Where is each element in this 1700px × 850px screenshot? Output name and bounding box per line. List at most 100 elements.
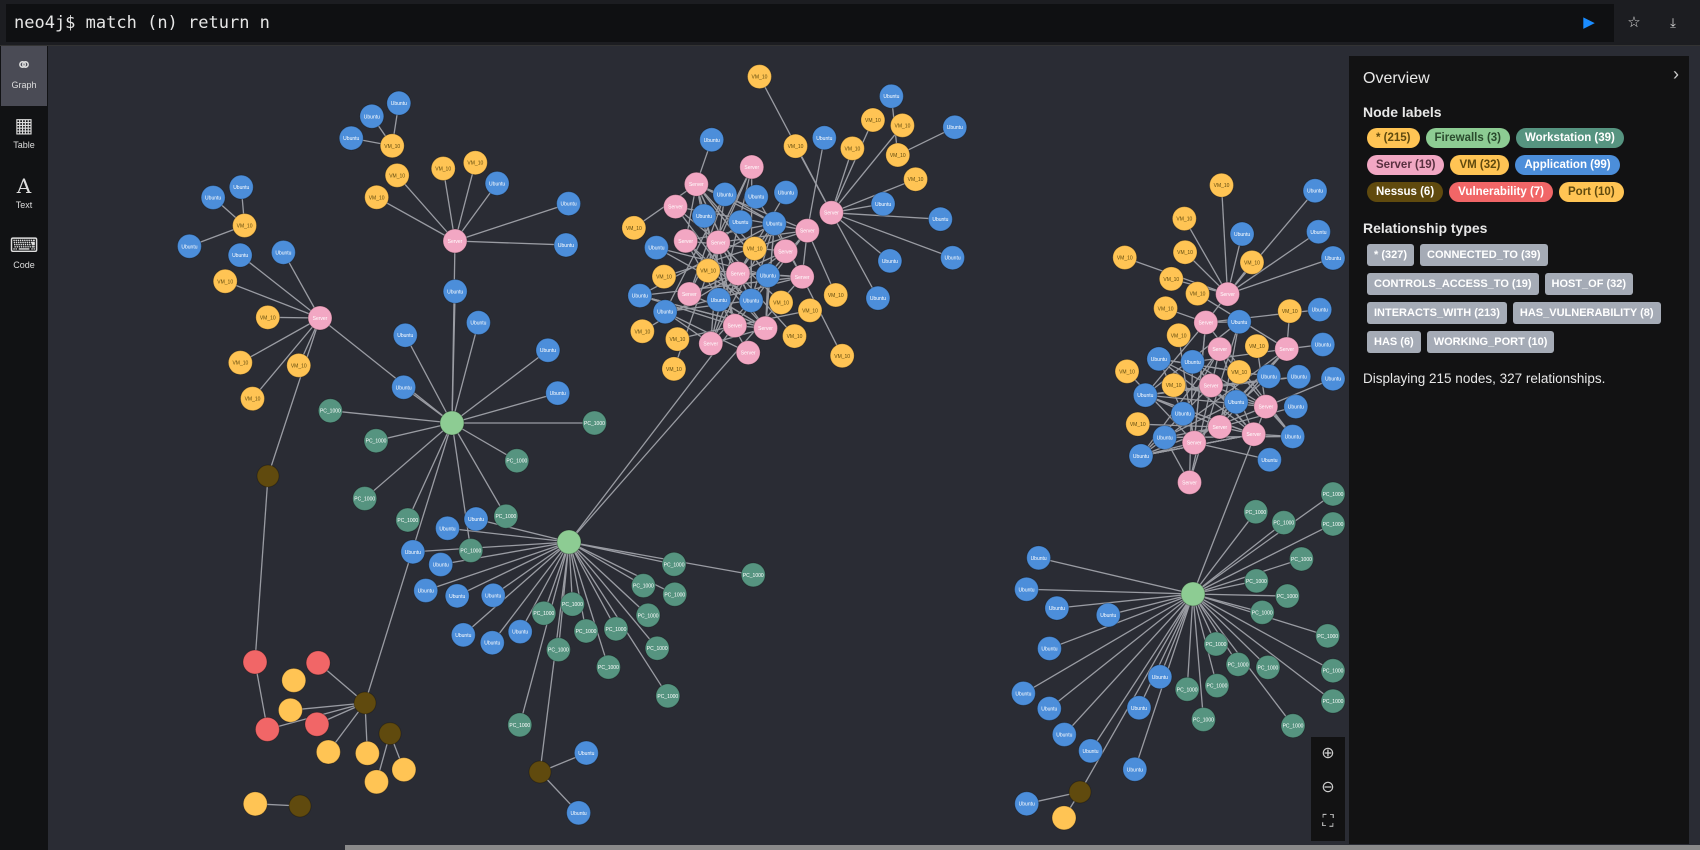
node-vm[interactable]: VM_10 [364, 184, 390, 210]
relationship-line[interactable] [1186, 593, 1194, 690]
relationship-type-chip[interactable]: HAS_VULNERABILITY (8) [1512, 302, 1661, 324]
node-workstation[interactable]: PC_1000 [1320, 688, 1346, 714]
graph-canvas[interactable]: PC_1000 PC_1000 PC_1000 PC_1000 PC_1000 PC_10… [48, 46, 1700, 850]
relationship-line[interactable] [568, 541, 644, 587]
download-button[interactable]: ⤓ [1660, 10, 1686, 36]
node-workstation[interactable]: PC_1000 [395, 507, 421, 533]
fit-button[interactable]: ⛶ [1311, 805, 1345, 839]
relationship-line[interactable] [1192, 593, 1205, 720]
relationship-line[interactable] [1219, 405, 1296, 428]
relationship-line[interactable] [1192, 511, 1257, 595]
node-application[interactable]: Ubuntu [338, 125, 364, 151]
relationship-line[interactable] [1192, 348, 1287, 363]
node-workstation[interactable]: PC_1000 [559, 591, 585, 617]
node-vm[interactable]: VM_10 [621, 215, 647, 241]
node-nessus[interactable] [528, 760, 552, 784]
node-vm[interactable]: VM_10 [430, 156, 456, 182]
relationship-line[interactable] [224, 280, 321, 319]
node-workstation[interactable]: PC_1000 [531, 600, 557, 626]
node-application[interactable]: Ubuntu [392, 322, 418, 348]
relationship-line[interactable] [1188, 348, 1221, 483]
node-application[interactable]: Ubuntu [865, 285, 891, 311]
relationship-line[interactable] [239, 254, 321, 319]
node-application[interactable]: Ubuntu [1026, 545, 1052, 571]
relationship-type-chip[interactable]: HOST_OF (32) [1544, 273, 1634, 295]
node-label-chip[interactable]: VM (32) [1450, 155, 1510, 175]
node-application[interactable]: Ubuntu [359, 103, 385, 129]
relationship-line[interactable] [737, 273, 795, 337]
node-server[interactable]: Server [722, 313, 748, 339]
node-workstation[interactable]: PC_1000 [1315, 623, 1341, 649]
node-workstation[interactable]: PC_1000 [1320, 511, 1346, 537]
node-server[interactable]: Server [676, 281, 702, 307]
node-vm[interactable]: VM_10 [903, 166, 929, 192]
relationship-line[interactable] [685, 240, 767, 329]
node-vm[interactable]: VM_10 [384, 162, 410, 188]
favorite-button[interactable]: ☆ [1621, 10, 1647, 36]
node-vm[interactable]: VM_10 [783, 133, 809, 159]
node-workstation[interactable]: PC_1000 [661, 551, 687, 577]
node-vm[interactable]: VM_10 [829, 343, 855, 369]
node-application[interactable]: Ubuntu [450, 622, 476, 648]
node-vm[interactable]: VM_10 [462, 150, 488, 176]
node-vm[interactable]: VM_10 [839, 135, 865, 161]
relationship-line[interactable] [451, 349, 549, 424]
node-application[interactable]: Ubuntu [878, 83, 904, 109]
relationship-line[interactable] [568, 541, 610, 668]
node-server[interactable]: Server [663, 194, 689, 220]
node-vm[interactable]: VM_10 [1125, 411, 1151, 437]
node-label-chip[interactable]: Firewalls (3) [1425, 128, 1510, 148]
relationship-line[interactable] [330, 410, 453, 424]
relationship-line[interactable] [1205, 308, 1320, 324]
node-server[interactable]: Server [753, 315, 779, 341]
sidebar-item-table[interactable]: ▦ Table [1, 106, 47, 166]
node-application[interactable]: Ubuntu [627, 283, 653, 309]
relationship-line[interactable] [1056, 593, 1194, 609]
node-vm[interactable]: VM_10 [768, 289, 794, 315]
node-vm[interactable]: VM_10 [227, 350, 253, 376]
node-application[interactable]: Ubuntu [566, 800, 592, 826]
node-workstation[interactable]: PC_1000 [635, 602, 661, 628]
node-application[interactable]: Ubuntu [200, 184, 226, 210]
relationship-line[interactable] [1192, 493, 1334, 595]
relationship-line[interactable] [375, 422, 453, 442]
node-application[interactable]: Ubuntu [463, 506, 489, 532]
relationship-line[interactable] [750, 223, 775, 301]
relationship-line[interactable] [568, 541, 649, 616]
node-application[interactable]: Ubuntu [761, 210, 787, 236]
relationship-line[interactable] [451, 422, 507, 517]
node-server[interactable]: Server [683, 171, 709, 197]
node-workstation[interactable]: PC_1000 [630, 573, 656, 599]
relationship-line[interactable] [282, 252, 321, 319]
node-vm[interactable]: VM_10 [286, 352, 312, 378]
relationship-line[interactable] [425, 541, 570, 592]
node-port[interactable] [1051, 805, 1077, 831]
node-application[interactable]: Ubuntu [176, 233, 202, 259]
relationship-line[interactable] [240, 317, 321, 364]
node-vm[interactable]: VM_10 [240, 386, 266, 412]
node-server[interactable]: Server [1215, 281, 1241, 307]
relationship-line[interactable] [806, 137, 825, 231]
relationship-line[interactable] [1063, 593, 1194, 735]
relationship-line[interactable] [737, 192, 787, 274]
relationship-line[interactable] [718, 229, 808, 244]
relationship-line[interactable] [568, 541, 676, 595]
relationship-type-chip[interactable]: HAS (6) [1367, 331, 1421, 353]
node-workstation[interactable]: PC_1000 [1320, 481, 1346, 507]
node-application[interactable]: Ubuntu [1126, 695, 1152, 721]
node-application[interactable]: Ubuntu [1170, 401, 1196, 427]
relationship-line[interactable] [364, 422, 453, 500]
node-application[interactable]: Ubuntu [444, 583, 470, 609]
node-application[interactable]: Ubuntu [1226, 309, 1252, 335]
relationship-line[interactable] [1192, 523, 1334, 595]
relationship-line[interactable] [447, 527, 570, 543]
node-port[interactable] [281, 667, 307, 693]
node-vm[interactable]: VM_10 [1244, 333, 1270, 359]
node-vm[interactable]: VM_10 [1158, 266, 1184, 292]
relationship-line[interactable] [665, 299, 752, 313]
node-workstation[interactable]: PC_1000 [1190, 707, 1216, 733]
node-application[interactable]: Ubuntu [1036, 696, 1062, 722]
node-application[interactable]: Ubuntu [480, 582, 506, 608]
relationship-line[interactable] [454, 240, 567, 246]
node-firewalls[interactable] [1180, 581, 1206, 607]
